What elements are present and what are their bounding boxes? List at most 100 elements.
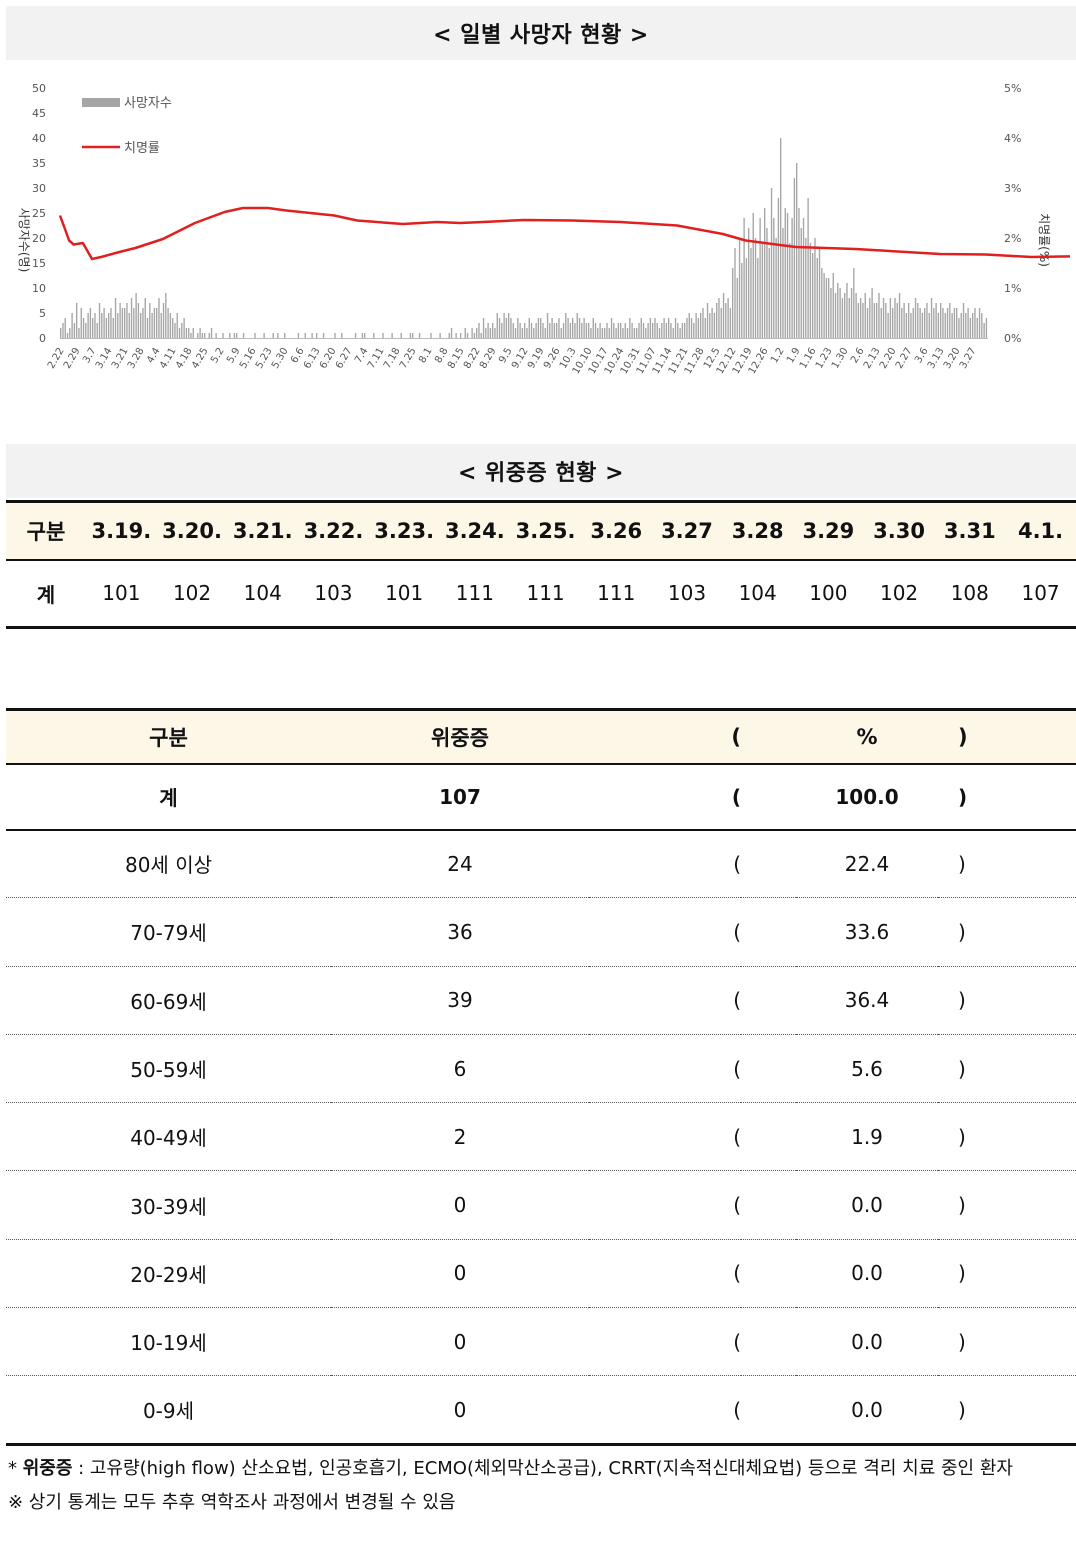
death-bar — [855, 293, 857, 338]
death-bar — [668, 318, 670, 338]
death-bar — [850, 288, 853, 338]
y-tick-left: 20 — [32, 232, 46, 245]
death-bar — [958, 318, 960, 338]
death-bar — [793, 178, 796, 338]
death-bar — [199, 328, 201, 338]
death-bar — [73, 323, 76, 338]
age-percent: 22.4 — [796, 829, 938, 899]
total-percent: 100.0 — [796, 763, 938, 831]
x-tick-label: 8.29 — [478, 346, 499, 371]
death-bar — [743, 218, 745, 338]
death-bar — [645, 328, 647, 338]
death-bar — [656, 323, 658, 338]
age-percent: 36.4 — [796, 966, 938, 1035]
death-bar — [71, 313, 73, 338]
age-label: 10-19세 — [6, 1307, 331, 1377]
y-axis-label-right: 치명률(%) — [1037, 213, 1051, 267]
death-bar — [704, 318, 706, 338]
death-bar — [944, 313, 946, 338]
death-bar — [510, 318, 512, 338]
daily-value-5: 111 — [439, 559, 511, 629]
total-label: 계 — [6, 763, 331, 831]
death-bar — [464, 328, 466, 338]
death-bar — [828, 278, 830, 338]
death-bar — [128, 313, 130, 338]
death-bar — [626, 328, 629, 338]
age-close-paren: ) — [938, 1102, 1076, 1172]
y-tick-left: 5 — [39, 307, 46, 320]
y-tick-right: 4% — [1004, 132, 1021, 145]
death-bar — [606, 323, 608, 338]
death-bar — [786, 213, 789, 338]
death-bar — [965, 313, 967, 338]
death-bar — [537, 318, 540, 338]
death-bar — [188, 328, 190, 338]
age-percent: 1.9 — [796, 1102, 938, 1172]
death-bar — [775, 238, 777, 338]
death-bar — [636, 328, 638, 338]
death-bar — [629, 318, 631, 338]
death-bar — [135, 293, 137, 338]
death-bar — [974, 308, 976, 338]
age-percent: 0.0 — [796, 1239, 938, 1309]
y-tick-right: 1% — [1004, 282, 1021, 295]
age-close-paren: ) — [938, 897, 1076, 967]
daily-severe-table: 구분 3.19. 3.20. 3.21. 3.22. 3.23. 3.24. 3.25. 3.… — [6, 500, 1076, 629]
death-bar — [615, 328, 617, 338]
death-bar — [565, 313, 567, 338]
age-open-paren: ( — [589, 1375, 741, 1446]
death-bar — [802, 218, 805, 338]
death-bar — [119, 303, 121, 338]
x-tick-label: 8.1 — [417, 346, 434, 365]
daily-deaths-chart: 50 45 40 35 30 25 20 15 10 5 0 5% 4% 3% 2% 1% 0% 사망자수(명) 치… — [6, 70, 1070, 410]
daily-date-6: 3.25. — [510, 500, 581, 561]
death-bar — [789, 243, 791, 338]
death-bar — [236, 333, 238, 338]
footnote-definition: * 위중증 : 고유량(high flow) 산소요법, 인공호흡기, ECMO… — [8, 1458, 1013, 1479]
death-bar — [633, 328, 636, 338]
age-close-paren: ) — [938, 1170, 1076, 1240]
death-bar — [642, 323, 645, 338]
death-bar — [697, 318, 700, 338]
daily-date-2: 3.21. — [227, 500, 299, 561]
daily-date-12: 3.31 — [934, 500, 1006, 561]
age-percent: 0.0 — [796, 1170, 938, 1240]
age-label: 30-39세 — [6, 1170, 331, 1240]
death-bar — [688, 313, 690, 338]
death-bar — [485, 328, 487, 338]
daily-date-3: 3.22. — [298, 500, 369, 561]
footnote-term: 위중증 — [22, 1458, 73, 1479]
death-bar — [89, 308, 92, 338]
death-bar — [624, 323, 626, 338]
death-bar — [766, 228, 768, 338]
death-bar — [722, 293, 725, 338]
death-bar — [853, 268, 855, 338]
death-bar — [716, 303, 718, 338]
death-bar — [76, 303, 78, 338]
death-bar — [834, 293, 837, 338]
daily-severe-title: < 위중증 현황 > — [6, 444, 1076, 498]
death-bar — [130, 298, 133, 338]
death-bar — [114, 298, 117, 338]
death-bar — [576, 313, 578, 338]
death-bar — [919, 308, 921, 338]
daily-date-5: 3.24. — [439, 500, 511, 561]
death-bar — [233, 333, 236, 338]
death-bar — [921, 313, 924, 338]
x-tick-label: 5.30 — [270, 346, 291, 371]
death-bar — [962, 303, 965, 338]
death-bar — [103, 308, 105, 338]
daily-value-row: 계 101 102 104 103 101 111 111 111 103 104 100 102 10… — [6, 559, 1076, 629]
death-bar — [764, 208, 766, 338]
age-percent: 33.6 — [796, 897, 938, 967]
death-bar — [848, 298, 850, 338]
death-bar — [492, 323, 494, 338]
death-bar — [204, 333, 206, 338]
age-label: 20-29세 — [6, 1239, 331, 1309]
death-bar — [149, 303, 151, 338]
death-bar — [592, 318, 594, 338]
death-bar — [284, 333, 286, 338]
x-tick-label: 2.27 — [894, 346, 915, 371]
death-bar — [201, 333, 204, 338]
daily-value-0: 101 — [86, 559, 157, 629]
